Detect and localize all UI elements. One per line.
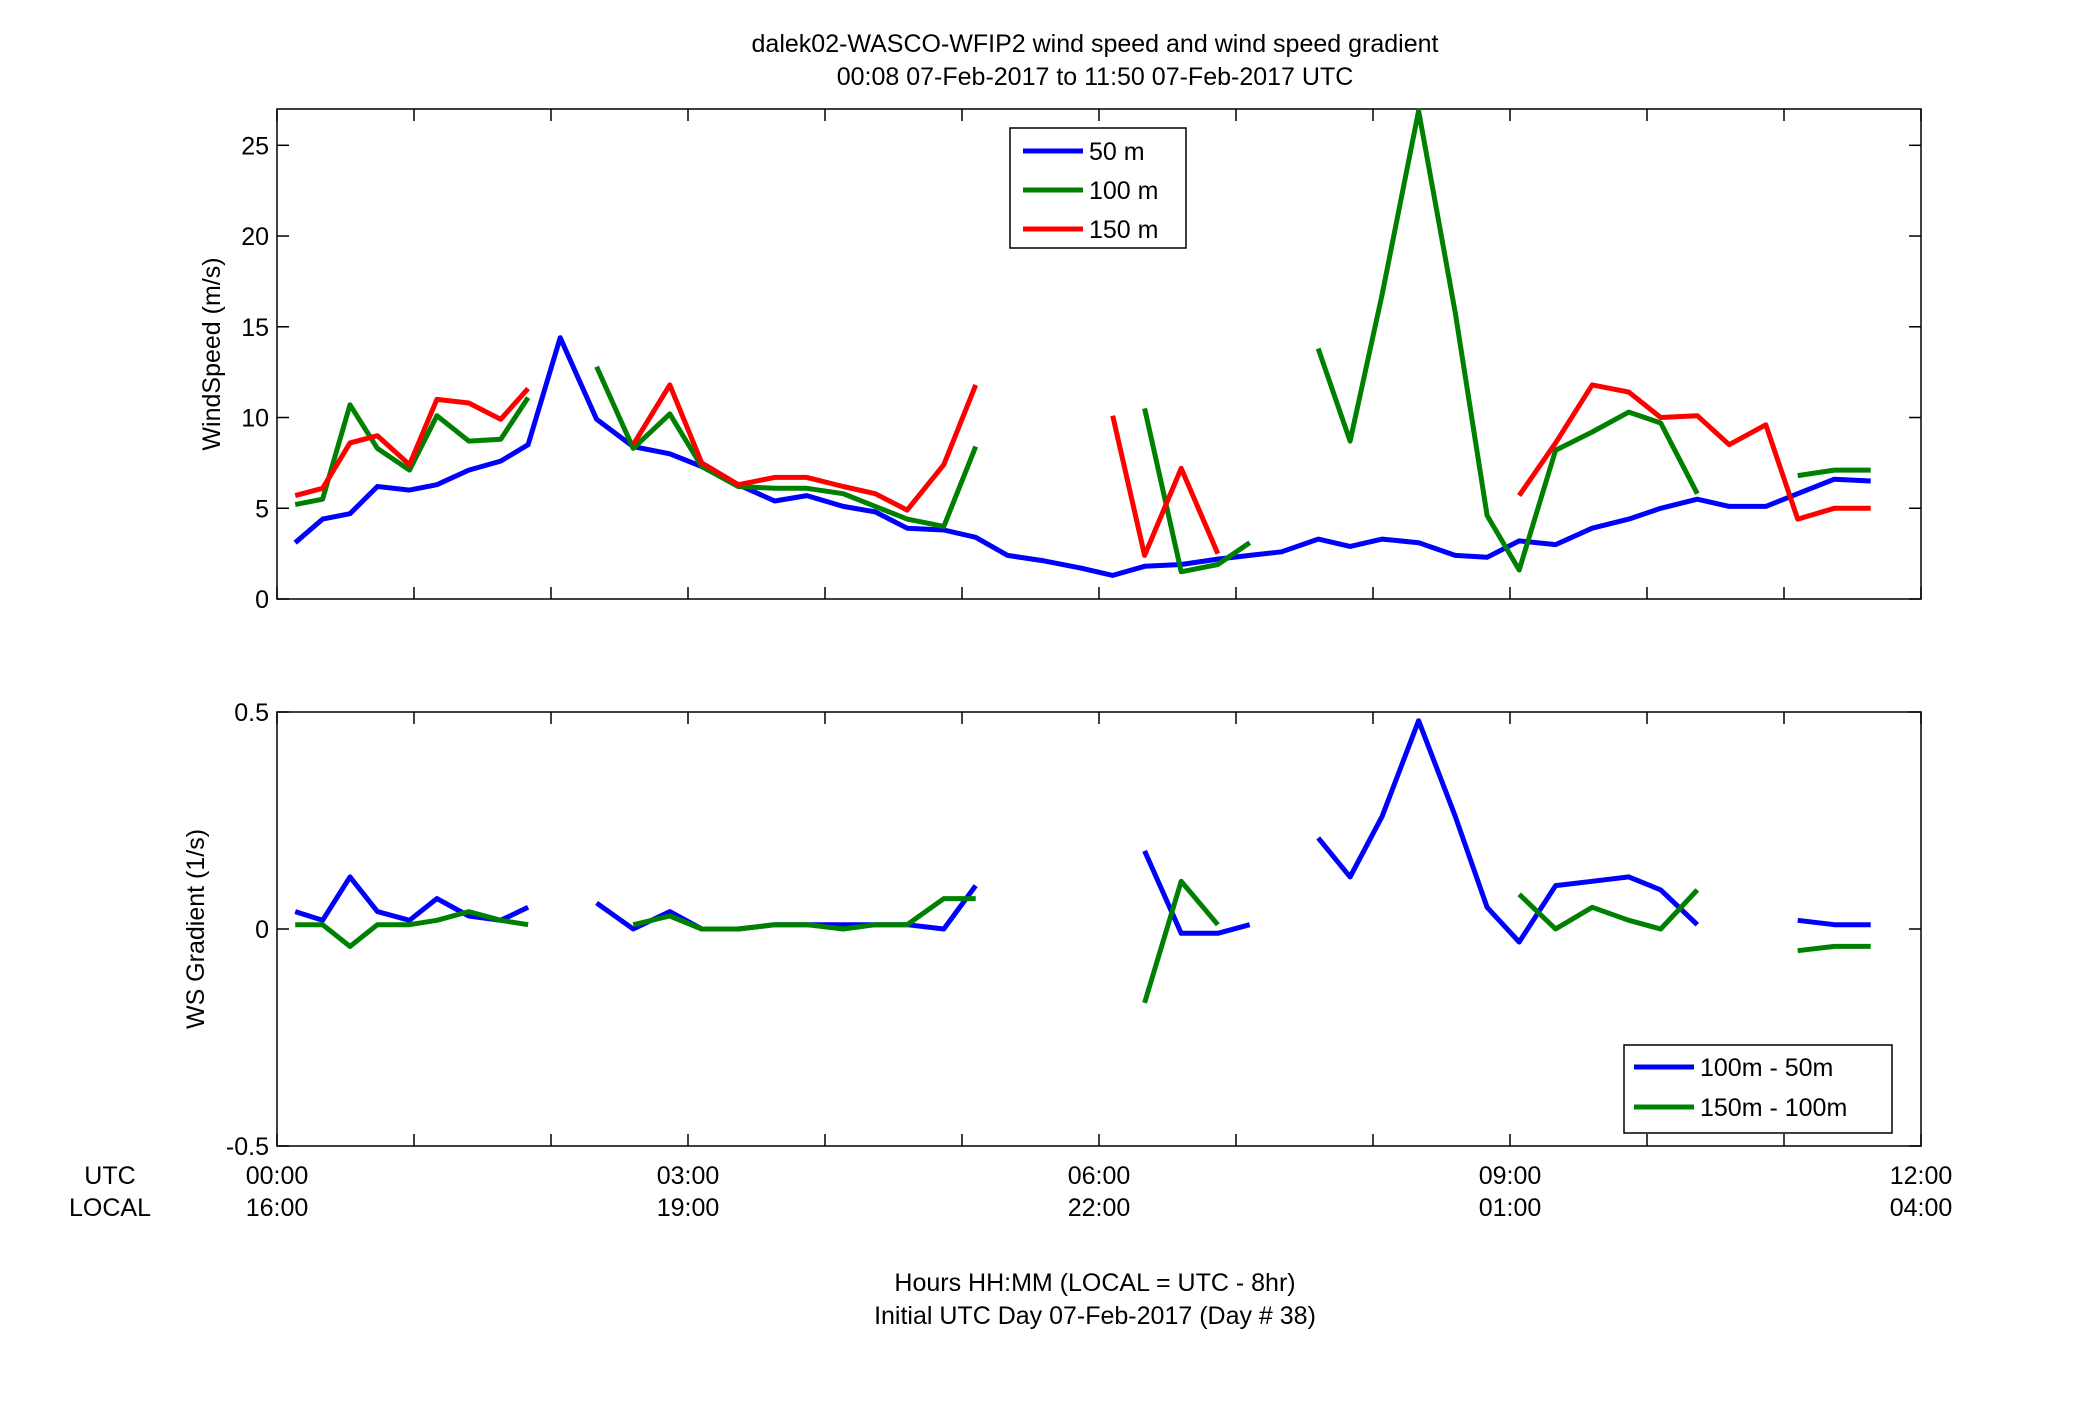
windspeed-ytick-label: 25 <box>241 132 269 160</box>
local-tick-label: 19:00 <box>657 1194 720 1222</box>
gradient-legend-label-1: 100m - 50m <box>1700 1054 1833 1082</box>
utc-tick-label: 03:00 <box>657 1162 720 1190</box>
windspeed-panel: 0 5 10 15 20 25 WindSpeed (m/s) 50 m 100 m 150 … <box>198 108 1922 614</box>
xlabel-line-2: Initial UTC Day 07-Feb-2017 (Day # 38) <box>874 1302 1316 1330</box>
xlabel-line-1: Hours HH:MM (LOCAL = UTC - 8hr) <box>894 1269 1295 1297</box>
windspeed-legend-label-2: 100 m <box>1089 177 1158 205</box>
gradient-ytick-label: 0 <box>255 916 269 944</box>
local-tick-label: 04:00 <box>1890 1194 1953 1222</box>
windspeed-ytick-label: 10 <box>241 405 269 433</box>
gradient-legend: 100m - 50m 150m - 100m <box>1623 1044 1893 1134</box>
windspeed-ylabel: WindSpeed (m/s) <box>198 257 226 450</box>
utc-tick-label: 06:00 <box>1068 1162 1131 1190</box>
windspeed-series-1-line <box>293 335 1871 578</box>
windspeed-xticks <box>276 109 1922 599</box>
gradient-ylabel: WS Gradient (1/s) <box>182 829 210 1029</box>
gradient-yticks: -0.5 0 0.5 <box>226 699 1921 1161</box>
gradient-ytick-label: 0.5 <box>234 699 269 727</box>
gradient-series-2-line <box>295 878 1871 1004</box>
gradient-ytick-label: -0.5 <box>226 1133 269 1161</box>
utc-tick-label: 00:00 <box>246 1162 309 1190</box>
gradient-legend-label-2: 150m - 100m <box>1700 1094 1847 1122</box>
gradient-legend-box <box>1623 1044 1893 1134</box>
windspeed-legend: 50 m 100 m 150 m <box>1009 127 1187 249</box>
windspeed-yticks: 0 5 10 15 20 25 <box>241 132 1921 614</box>
windspeed-ytick-label: 15 <box>241 314 269 342</box>
local-row-label: LOCAL <box>69 1194 151 1222</box>
title-line-2: 00:08 07-Feb-2017 to 11:50 07-Feb-2017 U… <box>837 63 1354 91</box>
windspeed-ytick-label: 20 <box>241 223 269 251</box>
local-tick-label: 16:00 <box>246 1194 309 1222</box>
windspeed-ytick-label: 5 <box>255 495 269 523</box>
windspeed-legend-label-1: 50 m <box>1089 138 1145 166</box>
windspeed-series-3-line <box>294 382 1871 558</box>
gradient-series <box>294 718 1871 1004</box>
windspeed-series <box>293 108 1871 578</box>
local-tick-label: 01:00 <box>1479 1194 1542 1222</box>
gradient-xticks <box>276 712 1922 1146</box>
time-axis-labels: UTC LOCAL 00:00 16:00 03:00 19:00 06:00 22:00… <box>69 1162 1952 1222</box>
windspeed-series-2-line <box>294 108 1871 575</box>
utc-tick-label: 12:00 <box>1890 1162 1953 1190</box>
utc-row-label: UTC <box>84 1162 135 1190</box>
windspeed-legend-label-3: 150 m <box>1089 216 1158 244</box>
gradient-panel: -0.5 0 0.5 WS Gradient (1/s) 100m - 50m 150… <box>182 699 1922 1161</box>
windspeed-ytick-label: 0 <box>255 586 269 614</box>
title-line-1: dalek02-WASCO-WFIP2 wind speed and wind … <box>752 30 1439 58</box>
utc-tick-label: 09:00 <box>1479 1162 1542 1190</box>
local-tick-label: 22:00 <box>1068 1194 1131 1222</box>
